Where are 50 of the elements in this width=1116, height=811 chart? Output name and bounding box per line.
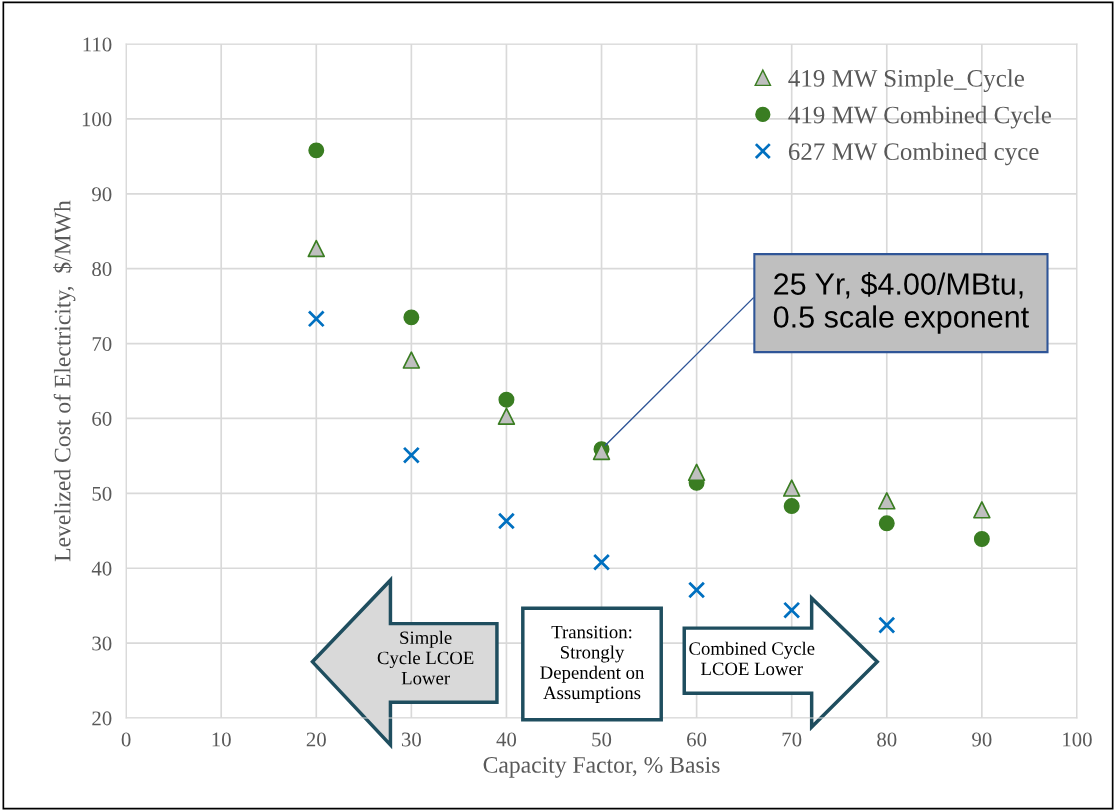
y-tick-label: 80 — [92, 262, 112, 277]
y-tick-label: 40 — [91, 561, 112, 576]
point — [783, 601, 801, 619]
point — [497, 512, 516, 530]
annotation: 25 Yr, $4.00/MBtu, 0.5 scale exponent — [773, 271, 1029, 334]
x-axis-title: Capacity Factor, % Basis — [483, 756, 720, 778]
y-tick-label: 20 — [92, 711, 112, 726]
legend-label: 419 MW Combined Cycle — [788, 105, 1052, 129]
point — [308, 142, 325, 159]
y-tick-label: 60 — [92, 411, 112, 426]
point — [783, 498, 800, 515]
x-tick-label: 90 — [972, 732, 992, 747]
annotation: Simple Cycle LCOE Lower — [377, 630, 474, 685]
x-tick-label: 40 — [496, 732, 517, 747]
legend-label: 419 MW Simple_Cycle — [788, 69, 1024, 92]
y-tick-label: 110 — [83, 37, 112, 52]
x-tick-label: 20 — [306, 732, 326, 747]
point — [402, 351, 421, 369]
point — [497, 407, 516, 425]
y-tick-label: 50 — [92, 486, 112, 501]
annotation: Combined Cycle LCOE Lower — [689, 641, 815, 676]
y-tick-label: 30 — [92, 636, 112, 651]
point — [687, 463, 706, 482]
y-tick-label: 100 — [82, 112, 112, 127]
point — [973, 501, 991, 519]
legend-label: 627 MW Combined cyce — [788, 142, 1039, 166]
x-tick-label: 50 — [592, 732, 612, 747]
point — [782, 479, 801, 497]
x-tick-label: 70 — [782, 732, 802, 747]
point — [307, 239, 326, 258]
y-axis-title: Levelized Cost of Electricity, $/MWh — [53, 200, 76, 562]
point — [878, 515, 895, 532]
point — [592, 553, 611, 571]
y-tick-label: 90 — [92, 187, 112, 202]
x-tick-label: 10 — [212, 732, 231, 747]
x-tick-label: 60 — [687, 732, 707, 747]
point — [498, 391, 515, 408]
point — [878, 616, 896, 634]
x-tick-label: 30 — [401, 732, 421, 747]
point — [973, 531, 990, 547]
point — [403, 309, 420, 326]
point — [878, 492, 896, 510]
x-tick-label: 80 — [877, 732, 897, 747]
y-tick-label: 70 — [92, 336, 112, 351]
annotation: Transition: Strongly Dependent on Assumptions — [540, 625, 645, 703]
x-tick-label: 0 — [121, 732, 131, 747]
x-tick-label: 100 — [1063, 732, 1092, 747]
point — [687, 581, 706, 599]
point — [307, 310, 325, 328]
point — [402, 446, 421, 464]
